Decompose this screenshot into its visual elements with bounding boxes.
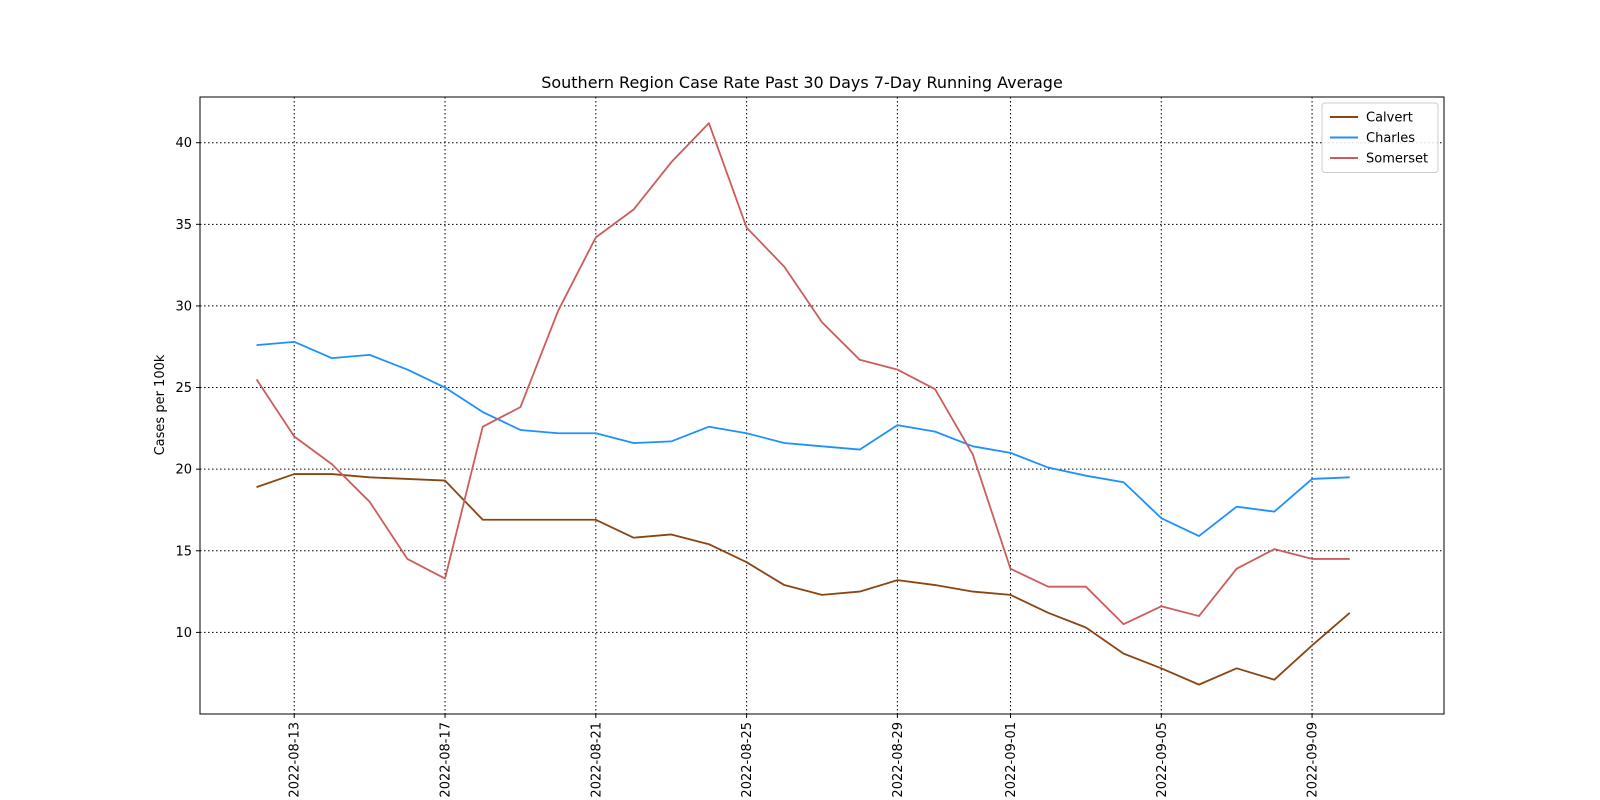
x-tick-label: 2022-09-01 <box>1004 722 1019 798</box>
y-tick-label: 20 <box>175 463 192 478</box>
x-tick-label: 2022-08-21 <box>589 722 604 798</box>
series-line-charles <box>256 340 1350 537</box>
x-tick-label: 2022-09-05 <box>1155 722 1170 798</box>
series-line-calvert <box>256 473 1351 686</box>
x-tick-label: 2022-08-25 <box>740 722 755 798</box>
x-tick-label: 2022-08-13 <box>288 722 303 798</box>
series-lines <box>255 122 1351 686</box>
y-tick-label: 25 <box>175 381 192 396</box>
y-axis-label: Cases per 100k <box>153 354 168 455</box>
legend-box <box>1321 102 1439 173</box>
series-line-somerset <box>255 122 1350 626</box>
legend-label: Charles <box>1366 131 1415 146</box>
legend: Calvert Charles Somerset <box>1321 102 1439 173</box>
grid <box>200 97 1444 714</box>
y-tick-label: 30 <box>175 299 192 314</box>
y-tick-label: 15 <box>175 544 192 559</box>
y-tick-label: 10 <box>175 626 192 641</box>
x-tick-label: 2022-08-29 <box>891 722 906 798</box>
x-tick-label: 2022-09-09 <box>1306 722 1321 798</box>
x-tick-label: 2022-08-17 <box>439 722 454 798</box>
axis-ticks: 10 15 20 25 30 35 40 2022-08-13 2022-08-17 2022-0… <box>175 136 1320 797</box>
y-tick-label: 35 <box>175 218 192 233</box>
plot-frame <box>199 96 1445 715</box>
legend-label: Calvert <box>1366 111 1413 126</box>
y-tick-label: 40 <box>175 136 192 151</box>
legend-label: Somerset <box>1366 152 1428 167</box>
chart-title: Southern Region Case Rate Past 30 Days 7… <box>541 73 1063 92</box>
